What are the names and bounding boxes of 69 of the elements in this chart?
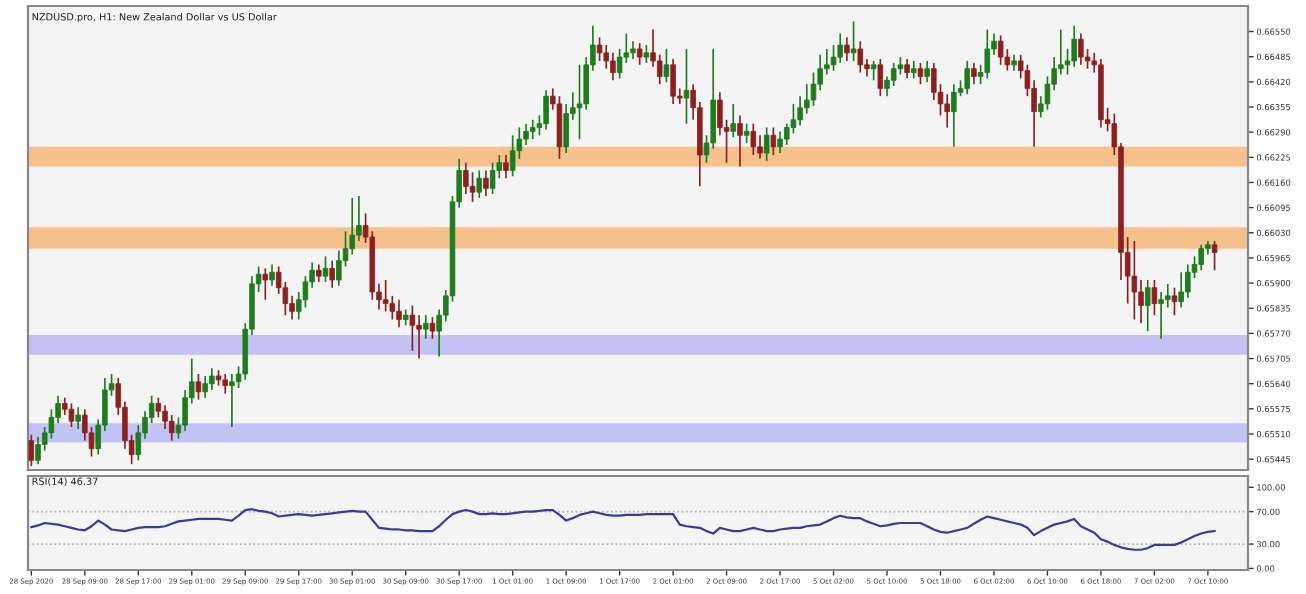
candlestick: [209, 367, 215, 391]
candlestick: [503, 154, 509, 180]
candlestick: [917, 62, 924, 86]
candlestick: [262, 267, 269, 301]
candlestick: [28, 433, 35, 467]
candlestick: [877, 58, 884, 98]
candlestick: [1158, 291, 1164, 340]
candlestick: [195, 373, 202, 401]
candlestick: [850, 20, 857, 62]
candlestick: [984, 28, 991, 80]
candlestick: [857, 40, 864, 74]
candlestick: [997, 34, 1004, 66]
candlestick: [1178, 271, 1184, 309]
candlestick: [576, 63, 583, 140]
candlestick: [1198, 243, 1204, 272]
candlestick: [1131, 240, 1138, 321]
candlestick: [636, 42, 643, 66]
candlestick: [269, 263, 275, 287]
candlestick: [964, 60, 970, 96]
candlestick: [322, 255, 329, 283]
candlestick: [202, 375, 208, 399]
candlestick: [489, 161, 496, 195]
candlestick: [229, 373, 235, 428]
candlestick: [1211, 240, 1218, 272]
candlestick: [951, 83, 957, 148]
candlestick: [416, 314, 422, 360]
candlestick: [1144, 279, 1151, 332]
line-series: [30, 508, 1216, 551]
candlestick: [476, 169, 482, 199]
candlestick: [777, 130, 783, 154]
candlestick: [463, 161, 469, 195]
candlestick: [1171, 286, 1178, 317]
candlestick: [1185, 263, 1191, 299]
candlestick: [556, 95, 563, 160]
candlestick: [763, 126, 770, 162]
candlestick: [68, 402, 75, 428]
candlestick: [844, 36, 850, 62]
candlestick: [222, 373, 228, 395]
candlestick: [743, 122, 750, 144]
candlestick: [396, 298, 402, 329]
candlestick: [529, 118, 536, 140]
candlestick: [663, 48, 670, 84]
candlestick: [509, 134, 516, 178]
candlestick: [409, 304, 416, 352]
candlestick: [382, 279, 389, 313]
candlestick: [837, 32, 843, 64]
candlestick: [429, 316, 436, 340]
candlestick: [670, 58, 676, 105]
candlestick: [904, 58, 910, 80]
candlestick: [610, 51, 616, 82]
candlestick: [870, 60, 877, 82]
candlestick: [596, 36, 603, 62]
candlestick: [1151, 279, 1158, 317]
candlestick: [924, 60, 930, 84]
candlestick: [971, 62, 977, 86]
candlestick: [683, 48, 690, 125]
candlestick: [1078, 32, 1084, 66]
candlestick: [422, 314, 429, 340]
candlestick: [730, 103, 737, 139]
candlestick: [1071, 24, 1077, 68]
candlestick: [483, 169, 489, 197]
candlestick: [543, 89, 549, 131]
candlestick: [469, 171, 476, 203]
candlestick: [35, 435, 41, 466]
candlestick: [75, 406, 81, 430]
candlestick: [750, 122, 757, 156]
candlestick: [329, 259, 335, 289]
candlestick: [737, 114, 743, 168]
candlestick: [770, 126, 777, 156]
